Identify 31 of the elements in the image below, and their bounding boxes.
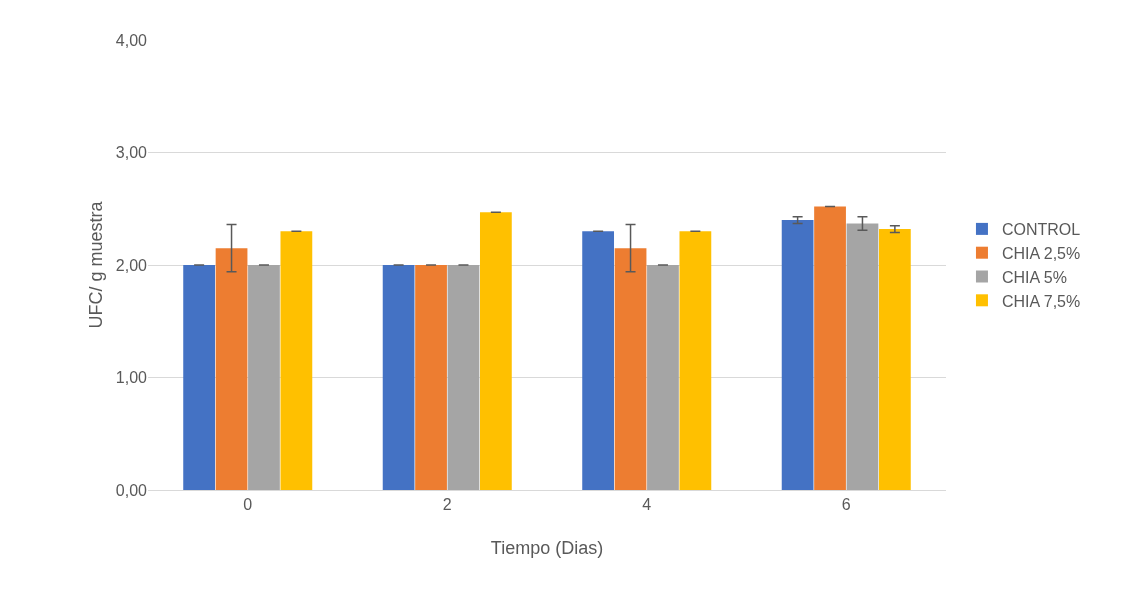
bar: [781, 220, 814, 490]
bar: [248, 265, 280, 490]
legend-label: CHIA 2,5%: [1001, 244, 1081, 262]
bar: [878, 229, 911, 490]
x-tick-label: 4: [642, 496, 652, 514]
y-tick-label: 2,00: [115, 256, 148, 274]
legend-label: CHIA 5%: [1001, 268, 1067, 286]
bar: [382, 265, 415, 490]
y-tick-label: 3,00: [115, 144, 148, 162]
bar: [415, 265, 447, 490]
x-tick-label: 2: [442, 496, 452, 514]
bar: [614, 248, 647, 490]
bar: [679, 231, 712, 490]
x-tick-label: 0: [243, 496, 253, 514]
bar: [846, 223, 879, 490]
bar: [647, 265, 679, 490]
legend-label: CONTROL: [1001, 221, 1081, 239]
y-axis-title: UFC/ g muestra: [86, 200, 106, 329]
bar: [814, 206, 846, 490]
y-tick-label: 0,00: [115, 481, 148, 499]
x-tick-label: 6: [841, 496, 851, 514]
bar: [479, 212, 512, 490]
y-tick-label: 4,00: [115, 31, 148, 49]
bar: [215, 248, 248, 490]
x-axis-title: Tiempo (Dias): [490, 538, 604, 558]
legend-label: CHIA 7,5%: [1001, 292, 1081, 310]
y-tick-label: 1,00: [115, 369, 148, 387]
bar: [447, 265, 480, 490]
bar: [582, 231, 615, 490]
bar: [183, 265, 216, 490]
bar: [280, 231, 313, 490]
